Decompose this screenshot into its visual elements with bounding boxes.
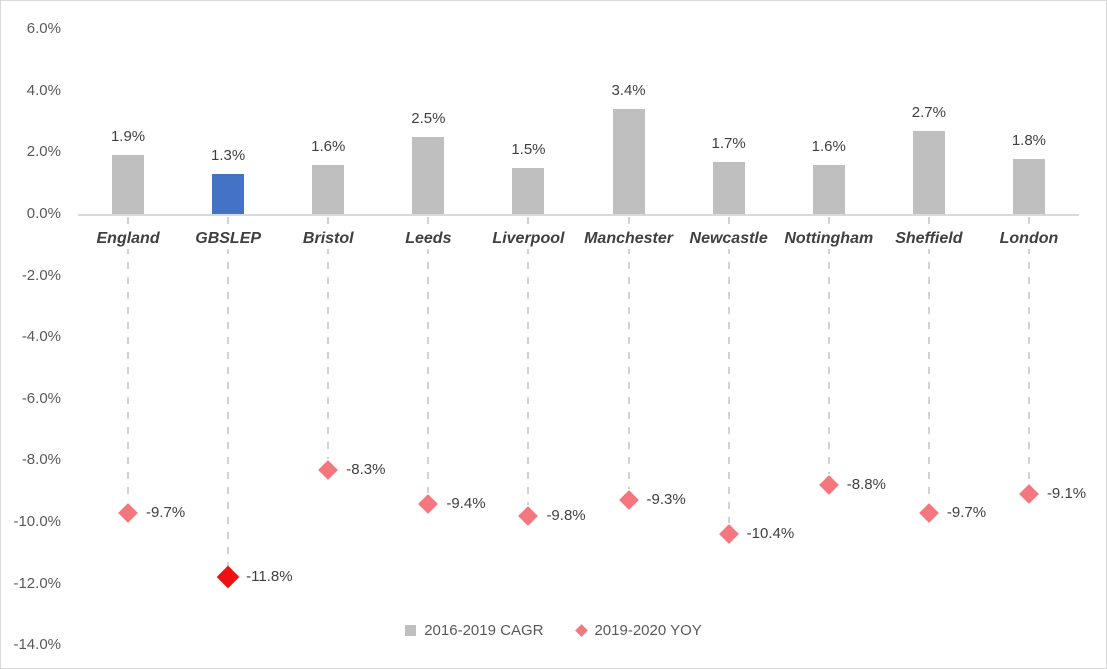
legend-item-cagr: 2016-2019 CAGR <box>405 622 543 639</box>
category-label-newcastle: Newcastle <box>684 229 773 249</box>
cagr-bar-sheffield <box>912 130 945 214</box>
yoy-value-label: -9.8% <box>546 506 586 524</box>
bar-value-label: 1.7% <box>711 134 746 152</box>
drop-line <box>927 217 930 502</box>
y-axis-tick-label: -6.0% <box>21 389 61 407</box>
y-axis-tick-label: 2.0% <box>26 143 61 161</box>
cagr-bar-liverpool <box>512 167 545 214</box>
yoy-diamond-marker-bristol <box>318 459 339 480</box>
cagr-bar-newcastle <box>712 161 745 214</box>
category-label-bristol: Bristol <box>297 229 359 249</box>
y-axis-tick-label: -12.0% <box>13 574 61 592</box>
category-label-london: London <box>994 229 1064 249</box>
bar-value-label: 1.5% <box>511 140 546 158</box>
yoy-diamond-marker-england <box>118 502 138 523</box>
drop-line <box>727 217 730 524</box>
y-axis-tick-label: -10.0% <box>13 513 61 530</box>
x-axis-line <box>78 214 1079 216</box>
category-label-sheffield: Sheffield <box>890 229 968 249</box>
category-label-gbslep: GBSLEP <box>190 229 267 249</box>
yoy-value-label: -10.4% <box>746 525 795 543</box>
category-label-leeds: Leeds <box>400 229 457 249</box>
legend-label: 2019-2020 YOY <box>594 622 702 639</box>
y-axis-tick-label: -8.0% <box>21 451 61 469</box>
bar-value-label: 1.6% <box>311 137 346 155</box>
legend-diamond-icon <box>575 624 589 637</box>
drop-line <box>427 217 430 493</box>
drop-line <box>127 217 130 502</box>
drop-line <box>1027 217 1030 484</box>
yoy-diamond-marker-sheffield <box>918 502 939 523</box>
drop-line <box>327 217 330 459</box>
category-label-liverpool: Liverpool <box>487 229 570 249</box>
bar-value-label: 1.8% <box>1011 131 1047 149</box>
bar-value-label: 1.9% <box>110 128 146 146</box>
cagr-bar-bristol <box>312 164 345 214</box>
y-axis-tick-label: -4.0% <box>21 328 61 346</box>
legend: 2016-2019 CAGR 2019-2020 YOY <box>1 622 1106 639</box>
yoy-diamond-marker-manchester <box>618 490 639 511</box>
yoy-value-label: -8.8% <box>846 476 886 494</box>
yoy-value-label: -9.7% <box>146 503 186 521</box>
drop-line <box>827 217 830 475</box>
legend-square-icon <box>405 625 417 636</box>
bar-value-label: 1.3% <box>211 146 246 164</box>
yoy-diamond-marker-leeds <box>418 493 439 514</box>
yoy-value-label: -9.7% <box>946 503 987 521</box>
y-axis-tick-label: 0.0% <box>26 205 61 222</box>
category-label-england: England <box>91 229 165 249</box>
yoy-diamond-marker-liverpool <box>518 505 539 526</box>
bar-value-label: 1.6% <box>811 137 846 155</box>
yoy-value-label: -9.1% <box>1046 485 1087 503</box>
legend-item-yoy: 2019-2020 YOY <box>575 622 702 639</box>
yoy-value-label: -9.4% <box>446 494 486 512</box>
legend-label: 2016-2019 CAGR <box>424 622 544 639</box>
category-label-nottingham: Nottingham <box>779 229 879 249</box>
drop-line <box>627 217 630 490</box>
cagr-bar-england <box>112 155 145 214</box>
cagr-bar-nottingham <box>812 164 845 214</box>
bar-value-label: 2.7% <box>911 103 946 121</box>
cagr-bar-gbslep <box>212 173 245 214</box>
yoy-diamond-marker-london <box>1019 484 1039 505</box>
yoy-value-label: -9.3% <box>646 491 686 509</box>
yoy-diamond-marker-nottingham <box>818 475 839 495</box>
cagr-bar-leeds <box>412 137 445 214</box>
yoy-value-label: -8.3% <box>346 460 386 478</box>
yoy-diamond-marker-newcastle <box>718 524 739 545</box>
y-axis-tick-label: -2.0% <box>21 266 61 284</box>
yoy-value-label: -11.8% <box>246 568 293 586</box>
y-axis-tick-label: 6.0% <box>26 20 61 38</box>
yoy-diamond-marker-gbslep <box>216 566 240 589</box>
drop-line <box>227 217 230 567</box>
category-label-manchester: Manchester <box>579 229 679 249</box>
bar-value-label: 2.5% <box>411 110 446 127</box>
cagr-bar-manchester <box>612 109 645 214</box>
bar-value-label: 3.4% <box>611 82 646 100</box>
drop-line <box>527 217 530 505</box>
cagr-bar-london <box>1012 158 1045 214</box>
y-axis-tick-label: 4.0% <box>26 81 61 99</box>
y-axis-tick-label: -14.0% <box>13 636 61 654</box>
